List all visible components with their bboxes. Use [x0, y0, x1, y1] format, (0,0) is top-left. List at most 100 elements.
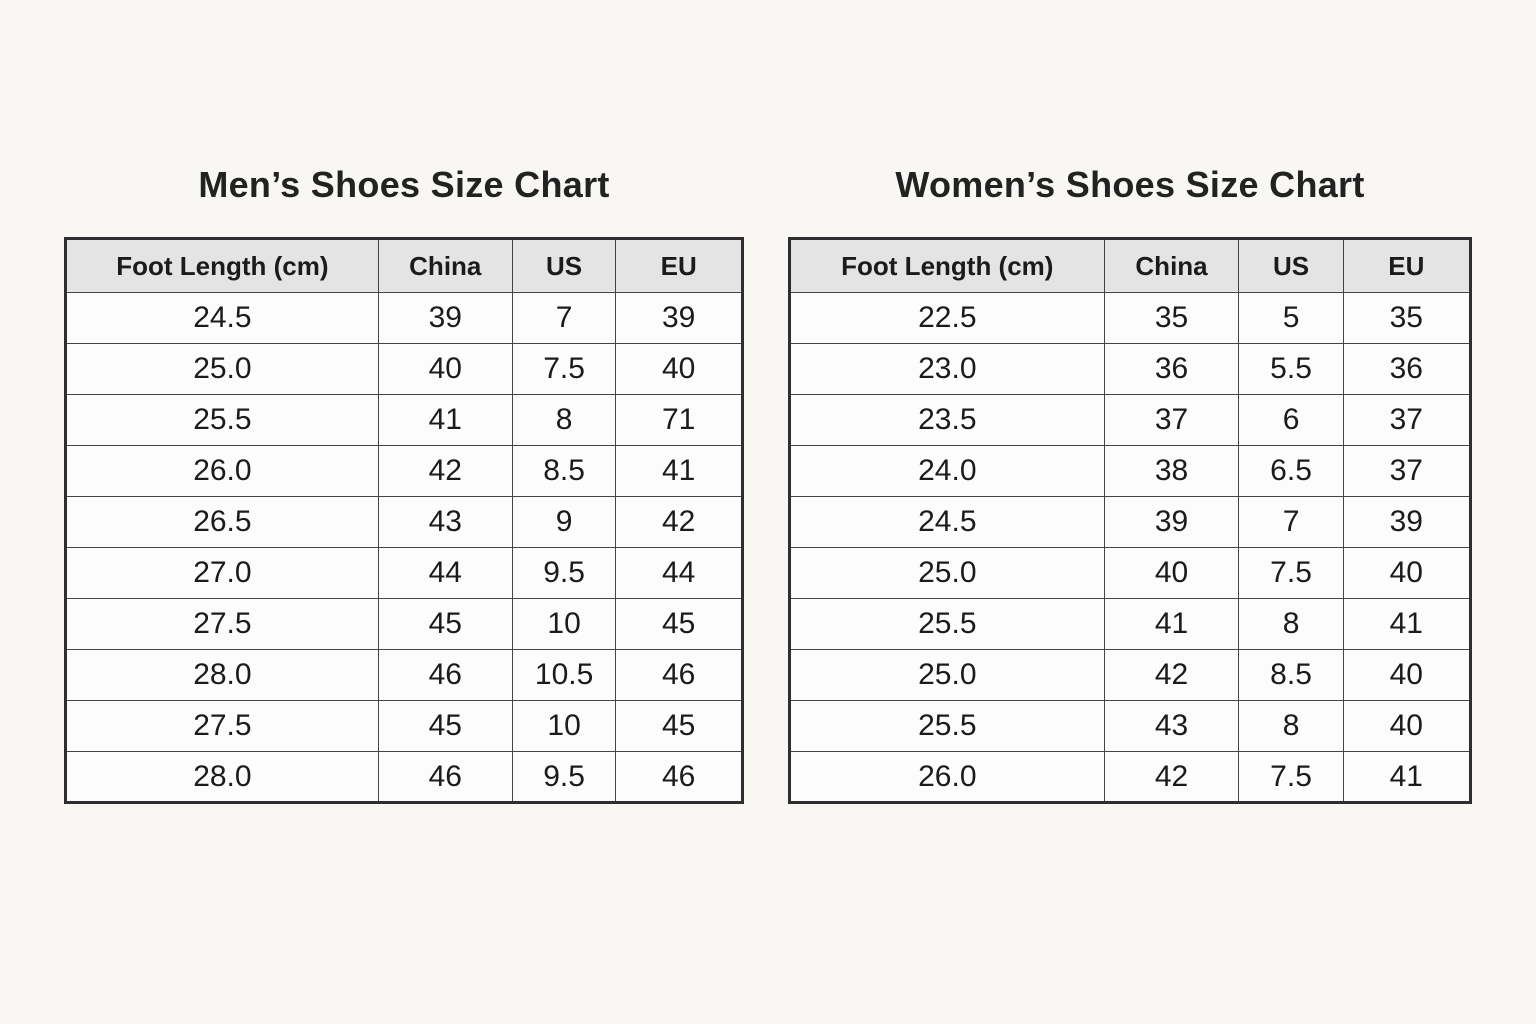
table-row: 28.0 46 10.5 46: [65, 649, 743, 701]
table-row: 25.0 40 7.5 40: [789, 547, 1472, 599]
table-body: 24.5 39 7 39 25.0 40 7.5 40 25.5 41 8 71 26.0 42 8.5 41…: [65, 292, 743, 803]
table-cell: 5.5: [1238, 343, 1344, 395]
table-row: 26.0 42 8.5 41: [65, 445, 743, 497]
table-header: Foot Length (cm) China US EU: [789, 238, 1472, 293]
mens-chart-title: Men’s Shoes Size Chart: [198, 164, 610, 205]
table-cell: 8: [1238, 598, 1344, 650]
table-row: 25.5 43 8 40: [789, 700, 1472, 752]
table-cell: 8.5: [511, 445, 617, 497]
table-cell: 37: [1103, 394, 1240, 446]
table-cell: 27.5: [65, 598, 379, 650]
table-row: 24.5 39 7 39: [789, 496, 1472, 548]
column-header: Foot Length (cm): [789, 238, 1105, 293]
column-header: EU: [1342, 238, 1472, 293]
table-cell: 44: [615, 547, 743, 599]
table-cell: 41: [1342, 598, 1472, 650]
table-body: 22.5 35 5 35 23.0 36 5.5 36 23.5 37 6 37 24.0 38 6.5 37…: [789, 292, 1472, 803]
table-cell: 10.5: [511, 649, 617, 701]
table-cell: 28.0: [65, 751, 379, 803]
header-row: Foot Length (cm) China US EU: [65, 238, 743, 293]
table-cell: 5: [1238, 292, 1344, 344]
table-header: Foot Length (cm) China US EU: [65, 238, 743, 293]
table-cell: 45: [377, 700, 513, 752]
table-cell: 27.5: [65, 700, 379, 752]
table-cell: 46: [377, 751, 513, 803]
table-cell: 7: [1238, 496, 1344, 548]
column-header: Foot Length (cm): [65, 238, 379, 293]
table-cell: 7.5: [1238, 751, 1344, 803]
table-cell: 38: [1103, 445, 1240, 497]
table-cell: 9.5: [511, 547, 617, 599]
table-row: 25.5 41 8 41: [789, 598, 1472, 650]
table-cell: 26.0: [65, 445, 379, 497]
table-row: 24.5 39 7 39: [65, 292, 743, 344]
table-cell: 25.0: [65, 343, 379, 395]
table-cell: 41: [377, 394, 513, 446]
table-cell: 8: [1238, 700, 1344, 752]
table-cell: 39: [1342, 496, 1472, 548]
column-header: China: [377, 238, 513, 293]
table-row: 25.5 41 8 71: [65, 394, 743, 446]
table-cell: 9.5: [511, 751, 617, 803]
table-cell: 45: [377, 598, 513, 650]
table-cell: 44: [377, 547, 513, 599]
table-row: 23.5 37 6 37: [789, 394, 1472, 446]
table-cell: 41: [1103, 598, 1240, 650]
column-header: US: [511, 238, 617, 293]
table-cell: 27.0: [65, 547, 379, 599]
table-row: 24.0 38 6.5 37: [789, 445, 1472, 497]
table-cell: 40: [1342, 649, 1472, 701]
table-cell: 23.5: [789, 394, 1105, 446]
table-cell: 7.5: [511, 343, 617, 395]
table-cell: 25.5: [65, 394, 379, 446]
table-cell: 39: [1103, 496, 1240, 548]
table-cell: 42: [615, 496, 743, 548]
table-row: 27.0 44 9.5 44: [65, 547, 743, 599]
table-cell: 25.5: [789, 700, 1105, 752]
column-header: US: [1238, 238, 1344, 293]
table-cell: 35: [1342, 292, 1472, 344]
table-cell: 41: [615, 445, 743, 497]
womens-chart-title: Women’s Shoes Size Chart: [895, 164, 1365, 205]
table-cell: 25.5: [789, 598, 1105, 650]
table-cell: 37: [1342, 394, 1472, 446]
mens-size-table: Foot Length (cm) China US EU 24.5 39 7 39 25.0 4…: [64, 237, 744, 804]
table-row: 22.5 35 5 35: [789, 292, 1472, 344]
table-cell: 42: [1103, 649, 1240, 701]
table-cell: 24.0: [789, 445, 1105, 497]
table-cell: 46: [615, 751, 743, 803]
table-cell: 42: [1103, 751, 1240, 803]
womens-size-table: Foot Length (cm) China US EU 22.5 35 5 35 23.0 3…: [788, 237, 1472, 804]
table-cell: 24.5: [789, 496, 1105, 548]
table-cell: 36: [1342, 343, 1472, 395]
mens-size-chart-section: Men’s Shoes Size Chart Foot Length (cm) C…: [64, 163, 744, 804]
table-cell: 35: [1103, 292, 1240, 344]
table-cell: 40: [615, 343, 743, 395]
table-cell: 40: [377, 343, 513, 395]
table-cell: 36: [1103, 343, 1240, 395]
table-cell: 37: [1342, 445, 1472, 497]
table-row: 28.0 46 9.5 46: [65, 751, 743, 803]
table-row: 25.0 40 7.5 40: [65, 343, 743, 395]
table-row: 27.5 45 10 45: [65, 700, 743, 752]
table-row: 25.0 42 8.5 40: [789, 649, 1472, 701]
table-cell: 10: [511, 598, 617, 650]
table-cell: 25.0: [789, 649, 1105, 701]
table-cell: 26.0: [789, 751, 1105, 803]
womens-size-chart-section: Women’s Shoes Size Chart Foot Length (cm…: [788, 163, 1472, 804]
table-cell: 45: [615, 700, 743, 752]
table-cell: 7.5: [1238, 547, 1344, 599]
table-cell: 40: [1103, 547, 1240, 599]
table-cell: 28.0: [65, 649, 379, 701]
table-cell: 46: [615, 649, 743, 701]
table-cell: 41: [1342, 751, 1472, 803]
table-cell: 40: [1342, 547, 1472, 599]
table-cell: 7: [511, 292, 617, 344]
column-header: EU: [615, 238, 743, 293]
table-row: 23.0 36 5.5 36: [789, 343, 1472, 395]
table-cell: 26.5: [65, 496, 379, 548]
table-cell: 8.5: [1238, 649, 1344, 701]
table-cell: 42: [377, 445, 513, 497]
table-cell: 43: [1103, 700, 1240, 752]
